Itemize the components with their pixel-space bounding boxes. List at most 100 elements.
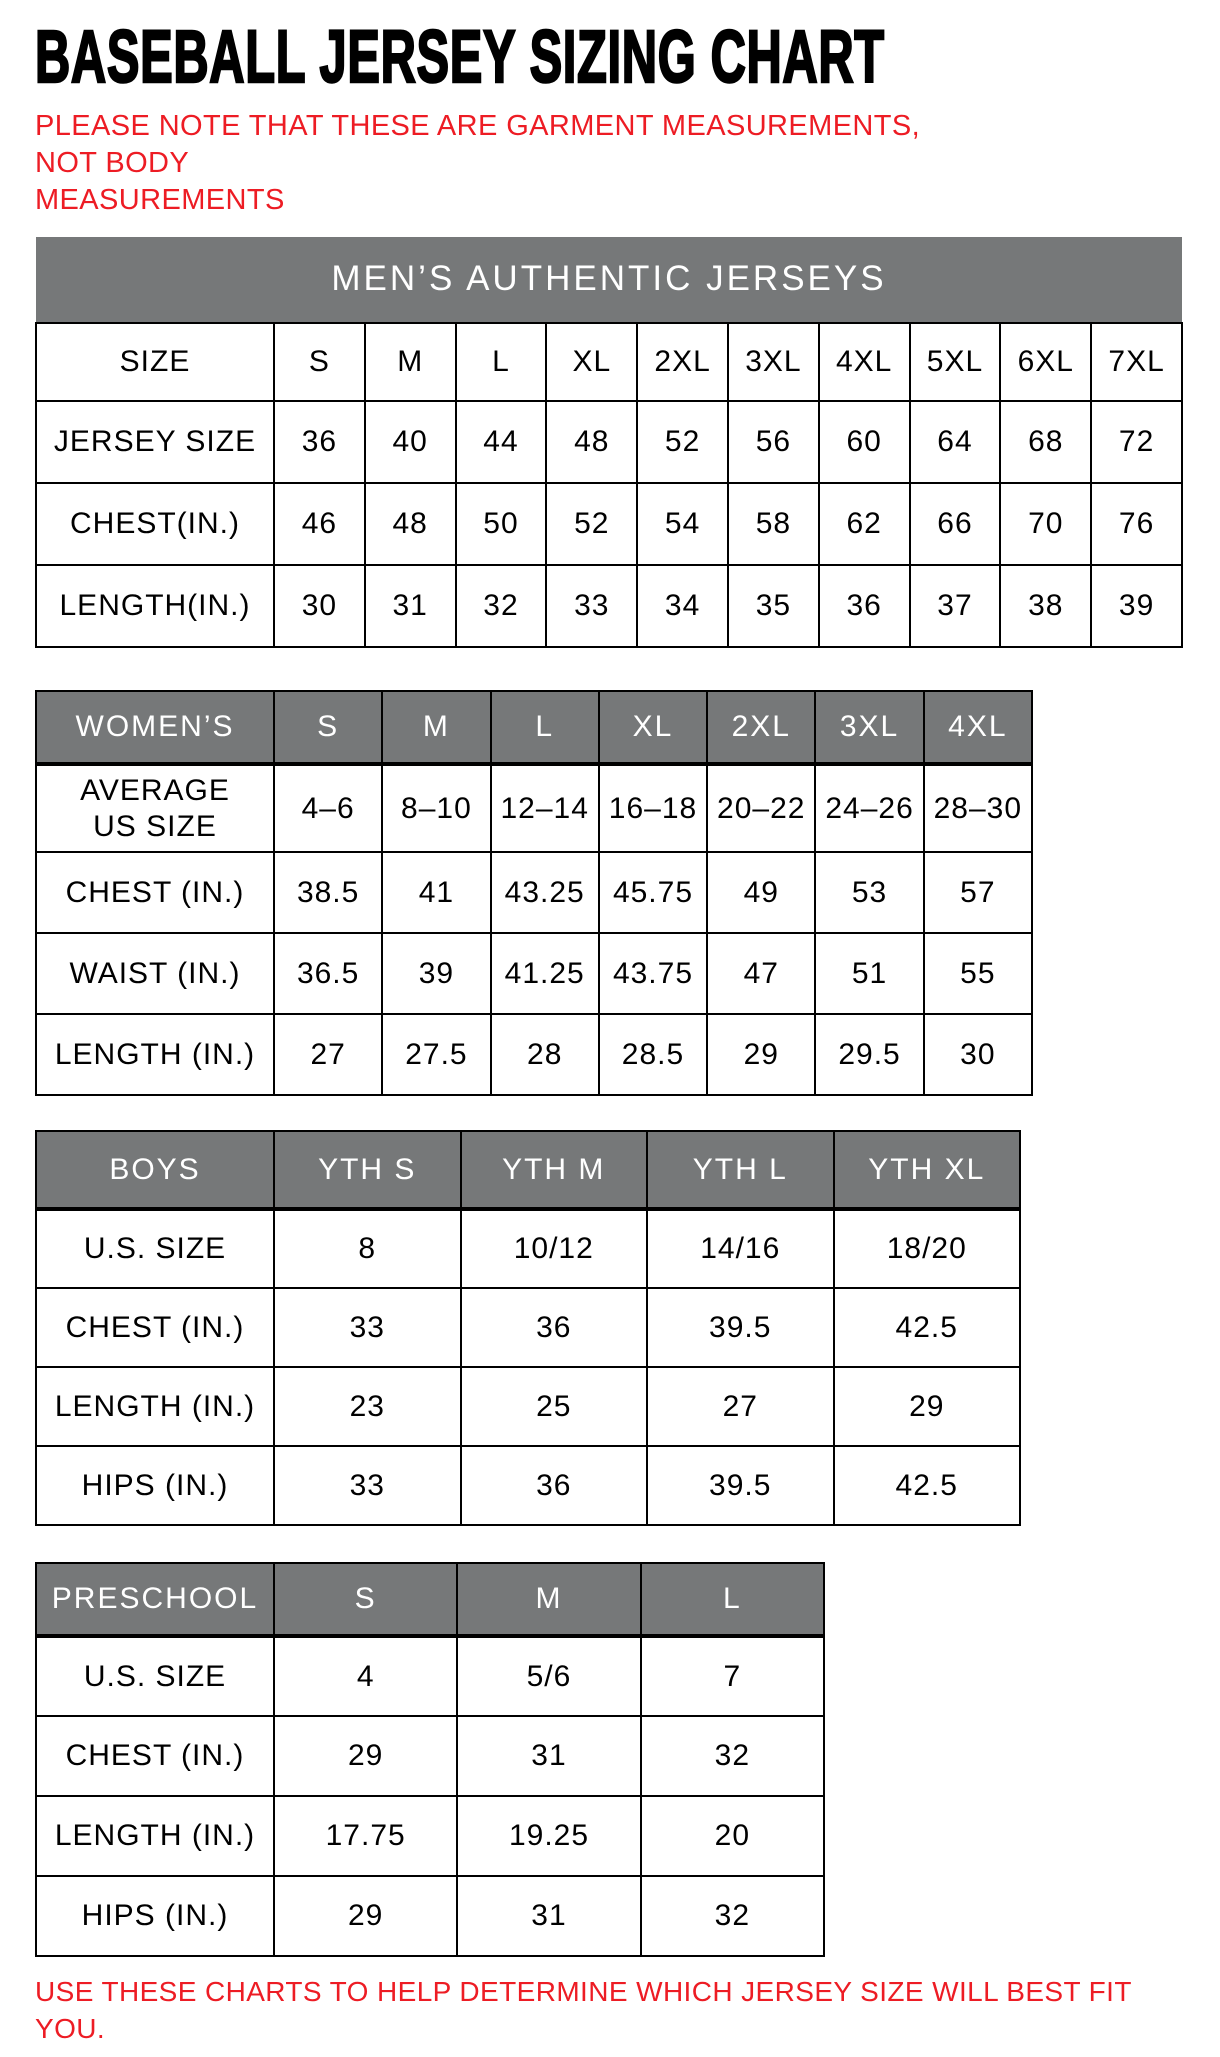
page-title: BASEBALL JERSEY SIZING CHART	[34, 15, 885, 98]
preschool-row-label: LENGTH (IN.)	[35, 1795, 275, 1877]
boys-row-label: HIPS (IN.)	[35, 1445, 275, 1526]
womens-value-cell: 30	[922, 1013, 1034, 1096]
womens-column-header: 3XL	[814, 690, 925, 766]
preschool-row-label: U.S. SIZE	[35, 1635, 275, 1717]
boys-value-cell: 42.5	[832, 1287, 1021, 1368]
womens-row-label: WAIST (IN.)	[35, 932, 275, 1015]
mens-value-cell: 34	[636, 564, 729, 648]
womens-column-header: L	[489, 690, 600, 766]
womens-value-cell: 28–30	[922, 763, 1034, 853]
womens-value-cell: 45.75	[597, 851, 709, 934]
mens-column-header: 4XL	[817, 322, 911, 402]
mens-value-cell: 38	[999, 564, 1093, 648]
mens-column-header: 3XL	[726, 322, 820, 402]
boys-value-cell: 10/12	[459, 1208, 648, 1289]
womens-column-header: 4XL	[922, 690, 1034, 766]
mens-value-cell: 39	[1090, 564, 1183, 648]
tables-area: MEN’S AUTHENTIC JERSEYS SIZE S M L XL 2XL 3XL 4X…	[35, 237, 1190, 1957]
preschool-column-header: M	[456, 1562, 642, 1638]
mens-value-cell: 68	[999, 400, 1093, 484]
mens-header-label: SIZE	[35, 322, 275, 402]
mens-value-cell: 32	[454, 564, 548, 648]
mens-column-header: 2XL	[636, 322, 729, 402]
mens-value-cell: 50	[454, 482, 548, 566]
preschool-row-label: HIPS (IN.)	[35, 1875, 275, 1957]
boys-value-cell: 14/16	[646, 1208, 835, 1289]
preschool-value-cell: 20	[639, 1795, 826, 1877]
mens-banner: MEN’S AUTHENTIC JERSEYS	[36, 237, 1182, 323]
mens-value-cell: 40	[363, 400, 457, 484]
womens-value-cell: 39	[381, 932, 492, 1015]
womens-value-cell: 16–18	[597, 763, 709, 853]
womens-value-cell: 12–14	[489, 763, 600, 853]
boys-column-header: YTH XL	[832, 1130, 1021, 1211]
mens-value-cell: 60	[817, 400, 911, 484]
womens-value-cell: 27	[272, 1013, 384, 1096]
womens-value-cell: 41	[381, 851, 492, 934]
mens-value-cell: 52	[545, 482, 639, 566]
boys-header-label: BOYS	[35, 1130, 275, 1211]
womens-column-header: 2XL	[706, 690, 817, 766]
boys-value-cell: 33	[273, 1445, 462, 1526]
boys-value-cell: 27	[646, 1366, 835, 1447]
boys-value-cell: 29	[832, 1366, 1021, 1447]
preschool-value-cell: 32	[639, 1875, 826, 1957]
mens-column-header: S	[273, 322, 366, 402]
womens-value-cell: 4–6	[272, 763, 384, 853]
mens-column-header: L	[454, 322, 548, 402]
womens-value-cell: 28.5	[597, 1013, 709, 1096]
boys-column-header: YTH M	[459, 1130, 648, 1211]
mens-value-cell: 66	[908, 482, 1002, 566]
mens-row-label: LENGTH(IN.)	[35, 564, 275, 648]
boys-value-cell: 39.5	[646, 1287, 835, 1368]
mens-column-header: XL	[545, 322, 639, 402]
womens-value-cell: 49	[706, 851, 817, 934]
mens-column-header: 5XL	[908, 322, 1002, 402]
boys-value-cell: 33	[273, 1287, 462, 1368]
womens-value-cell: 27.5	[381, 1013, 492, 1096]
fit-help-note: USE THESE CHARTS TO HELP DETERMINE WHICH…	[35, 1976, 1132, 2044]
preschool-column-header: L	[639, 1562, 826, 1638]
mens-row-label: CHEST(IN.)	[35, 482, 275, 566]
mens-value-cell: 76	[1090, 482, 1183, 566]
boys-row-label: CHEST (IN.)	[35, 1287, 275, 1368]
mens-value-cell: 58	[726, 482, 820, 566]
womens-column-header: M	[381, 690, 492, 766]
womens-table: WOMEN’S S M L XL 2XL 3XL 4XL AVERAGE US SIZE 4–6 8…	[35, 690, 1034, 1096]
womens-value-cell: 57	[922, 851, 1034, 934]
garment-measurements-note: PLEASE NOTE THAT THESE ARE GARMENT MEASU…	[35, 110, 921, 216]
preschool-value-cell: 19.25	[456, 1795, 642, 1877]
mens-value-cell: 36	[273, 400, 366, 484]
womens-value-cell: 8–10	[381, 763, 492, 853]
mens-row-label: JERSEY SIZE	[35, 400, 275, 484]
womens-value-cell: 38.5	[272, 851, 384, 934]
boys-value-cell: 39.5	[646, 1445, 835, 1526]
womens-value-cell: 51	[814, 932, 925, 1015]
boys-column-header: YTH L	[646, 1130, 835, 1211]
womens-value-cell: 29	[706, 1013, 817, 1096]
boys-value-cell: 36	[459, 1445, 648, 1526]
womens-header-label: WOMEN’S	[35, 690, 275, 766]
womens-value-cell: 43.25	[489, 851, 600, 934]
womens-value-cell: 43.75	[597, 932, 709, 1015]
mens-column-header: M	[363, 322, 457, 402]
womens-value-cell: 41.25	[489, 932, 600, 1015]
mens-value-cell: 72	[1090, 400, 1183, 484]
mens-value-cell: 48	[545, 400, 639, 484]
womens-row-label: AVERAGE US SIZE	[35, 763, 275, 853]
womens-value-cell: 47	[706, 932, 817, 1015]
boys-value-cell: 8	[273, 1208, 462, 1289]
mens-value-cell: 33	[545, 564, 639, 648]
mens-value-cell: 56	[726, 400, 820, 484]
mens-value-cell: 54	[636, 482, 729, 566]
mens-value-cell: 70	[999, 482, 1093, 566]
preschool-value-cell: 5/6	[456, 1635, 642, 1717]
boys-value-cell: 42.5	[832, 1445, 1021, 1526]
boys-column-header: YTH S	[273, 1130, 462, 1211]
boys-value-cell: 23	[273, 1366, 462, 1447]
mens-value-cell: 62	[817, 482, 911, 566]
womens-row-label: LENGTH (IN.)	[35, 1013, 275, 1096]
preschool-value-cell: 29	[272, 1875, 459, 1957]
preschool-column-header: S	[272, 1562, 459, 1638]
